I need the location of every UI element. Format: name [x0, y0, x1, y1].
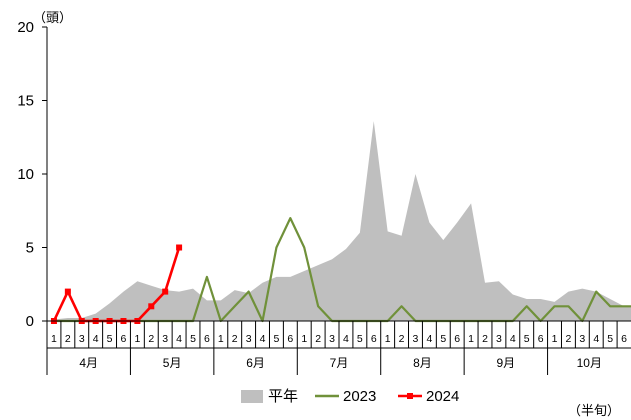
x-tick-label-2: 3: [79, 333, 85, 345]
x-tick-label-20: 3: [329, 333, 335, 345]
x-tick-label-41: 6: [621, 333, 627, 345]
x-tick-label-26: 3: [413, 333, 419, 345]
legend-marker-2: [407, 393, 413, 399]
x-tick-label-37: 2: [566, 333, 572, 345]
series-2-point-1: [64, 288, 71, 295]
x-tick-label-38: 3: [579, 333, 585, 345]
month-label-6: 10月: [577, 356, 602, 370]
x-tick-label-30: 1: [468, 333, 474, 345]
y-tick-label-3: 15: [17, 93, 34, 110]
y-tick-label-2: 10: [17, 166, 34, 183]
x-tick-label-35: 6: [538, 333, 544, 345]
legend-label-1: 2023: [343, 388, 376, 405]
month-label-3: 7月: [330, 356, 349, 370]
x-tick-label-8: 3: [162, 333, 168, 345]
y-unit-label: （頭）: [33, 10, 72, 25]
x-tick-label-11: 6: [204, 333, 210, 345]
x-tick-label-24: 1: [385, 333, 391, 345]
series-2-point-9: [176, 244, 183, 251]
x-tick-label-39: 4: [593, 333, 599, 345]
month-label-5: 9月: [497, 356, 516, 370]
x-tick-label-6: 1: [134, 333, 140, 345]
month-label-0: 4月: [79, 356, 98, 370]
x-tick-label-4: 5: [107, 333, 113, 345]
x-tick-label-0: 1: [51, 333, 57, 345]
x-tick-label-40: 5: [607, 333, 613, 345]
x-tick-label-21: 4: [343, 333, 349, 345]
x-tick-label-13: 2: [232, 333, 238, 345]
y-tick-label-1: 5: [26, 240, 34, 257]
x-tick-label-32: 3: [496, 333, 502, 345]
x-tick-label-1: 2: [65, 333, 71, 345]
series-2-point-8: [162, 288, 169, 295]
legend-label-0: 平年: [268, 388, 298, 405]
x-tick-label-9: 4: [176, 333, 182, 345]
x-tick-label-12: 1: [218, 333, 224, 345]
x-tick-label-5: 6: [121, 333, 127, 345]
x-tick-label-34: 5: [524, 333, 530, 345]
x-tick-label-28: 5: [440, 333, 446, 345]
month-label-1: 5月: [163, 356, 182, 370]
legend-label-2: 2024: [426, 388, 459, 405]
x-tick-label-17: 6: [287, 333, 293, 345]
x-tick-label-27: 4: [426, 333, 432, 345]
x-tick-label-23: 6: [371, 333, 377, 345]
x-tick-label-15: 4: [260, 333, 266, 345]
series-2-point-7: [148, 303, 155, 310]
x-tick-label-36: 1: [552, 333, 558, 345]
x-tick-label-18: 1: [301, 333, 307, 345]
x-tick-label-25: 2: [399, 333, 405, 345]
x-tick-label-7: 2: [148, 333, 154, 345]
x-tick-label-31: 2: [482, 333, 488, 345]
x-tick-label-19: 2: [315, 333, 321, 345]
legend: 平年 2023 2024: [241, 388, 459, 405]
x-tick-label-14: 3: [246, 333, 252, 345]
month-label-2: 6月: [246, 356, 265, 370]
y-tick-label-4: 20: [17, 19, 34, 36]
month-label-4: 8月: [413, 356, 432, 370]
x-tick-label-10: 5: [190, 333, 196, 345]
series-0-area: [53, 121, 631, 321]
x-tick-label-29: 6: [454, 333, 460, 345]
x-tick-label-16: 5: [274, 333, 280, 345]
x-tick-label-33: 4: [510, 333, 516, 345]
x-tick-label-3: 4: [93, 333, 99, 345]
legend-swatch-0: [241, 390, 263, 403]
y-tick-label-0: 0: [26, 313, 34, 330]
x-unit-label: （半旬）: [568, 403, 620, 418]
x-tick-label-22: 5: [357, 333, 363, 345]
area-series-layer: [53, 121, 631, 321]
